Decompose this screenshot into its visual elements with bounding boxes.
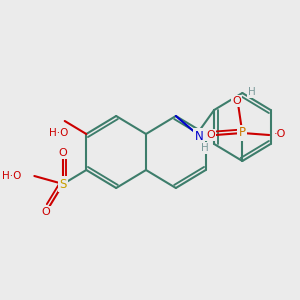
Text: ·O: ·O [274,129,286,139]
Text: H: H [201,143,208,153]
Text: O: O [41,207,50,217]
Text: O: O [232,96,241,106]
Text: O: O [59,148,68,158]
Text: S: S [59,178,67,190]
Text: H·O: H·O [49,128,69,138]
Text: P: P [239,127,246,140]
Text: H·O: H·O [2,171,21,181]
Text: H: H [279,130,286,140]
Text: N: N [194,130,203,142]
Text: H: H [248,87,256,97]
Text: O: O [206,130,215,140]
